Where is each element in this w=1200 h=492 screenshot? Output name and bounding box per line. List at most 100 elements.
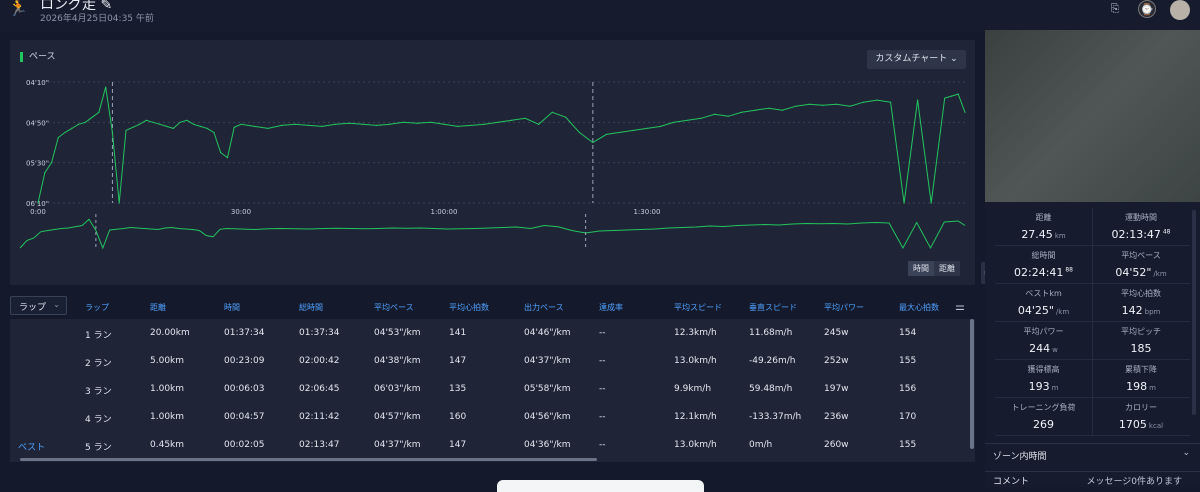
table-cell: 156 [899, 384, 917, 394]
pace-point [605, 133, 607, 136]
stat-value: 02:24:41 88 [1014, 266, 1073, 279]
table-row[interactable]: 3 ラン 1.00km 00:06:03 02:06:45 06'03"/km 135 05… [10, 375, 975, 403]
pace-point [179, 121, 181, 123]
pace-point [193, 123, 195, 125]
table-cell: 00:02:05 [224, 440, 265, 450]
activity-datetime: 2026年4月25日04:35 午前 [40, 14, 154, 24]
stat-cell: 平均心拍数 142 bpm [1092, 284, 1189, 321]
pace-point [125, 129, 127, 131]
y-tick-label: 05'30" [26, 160, 49, 168]
stat-value: 142 bpm [1121, 304, 1161, 317]
stat-label: 総時間 [1031, 251, 1056, 260]
pace-point [741, 111, 743, 113]
stats-row: ベストkm 04'25"/km 平均心拍数 142 bpm [995, 284, 1190, 322]
x-tick-label: 0:00 [30, 208, 46, 216]
pace-point [754, 109, 756, 111]
pace-point [470, 124, 472, 126]
vertical-scrollbar[interactable] [970, 319, 974, 449]
pace-point [267, 127, 269, 129]
y-tick-label: 04'50" [26, 119, 49, 127]
column-header[interactable]: 時間 [224, 303, 240, 312]
pace-point [957, 93, 959, 95]
table-cell: 00:23:09 [224, 356, 265, 366]
pace-point [152, 121, 154, 123]
lap-dropdown[interactable]: ラップ ⌄ [10, 296, 67, 315]
stats-row: 総時間 02:24:41 88 平均ペース 04'52"/km [995, 246, 1190, 284]
pace-chart-panel: ペース カスタムチャート ⌄ 04'10" 04'50" 05'30" 06'10" 0… [10, 40, 975, 285]
avatar[interactable] [1170, 0, 1190, 20]
stat-value: 185 [1130, 342, 1152, 355]
column-header[interactable]: 平均心拍数 [449, 303, 489, 312]
pace-point [727, 115, 729, 117]
map-preview[interactable] [985, 30, 1200, 202]
table-row[interactable]: 2 ラン 5.00km 00:23:09 02:00:42 04'38"/km 147 04… [10, 347, 975, 375]
pace-point [44, 172, 46, 174]
watch-icon[interactable]: ⌚ [1138, 0, 1156, 18]
table-row[interactable]: ベスト 5 ラン 0.45km 00:02:05 02:13:47 04'37"/km 14… [10, 431, 975, 459]
pace-point [795, 105, 797, 107]
table-cell: 04'57"/km [374, 412, 421, 422]
pace-point [524, 117, 526, 119]
table-cell: -- [599, 412, 606, 422]
stat-label: 運動時間 [1125, 213, 1157, 222]
column-header[interactable]: 距離 [150, 303, 166, 312]
column-header[interactable]: 平均ペース [374, 303, 414, 312]
stat-value: 02:13:47 48 [1111, 228, 1171, 241]
pace-point [321, 125, 323, 127]
column-header[interactable]: 出力ペース [524, 303, 564, 312]
chevron-down-icon: ⌄ [1182, 448, 1190, 458]
x-tick-label: 1:30:00 [633, 208, 660, 216]
table-row[interactable]: 1 ラン 20.00km 01:37:34 01:37:34 04'53"/km 141 0… [10, 319, 975, 347]
table-cell: 3 ラン [85, 387, 112, 397]
stat-cell: 平均ピッチ 185 [1092, 322, 1189, 359]
stat-label: 累積下降 [1125, 365, 1157, 374]
pace-point [849, 105, 851, 107]
column-header[interactable]: 達成率 [599, 303, 623, 312]
zone-time-section[interactable]: ゾーン内時間 ⌄ [985, 443, 1200, 465]
pace-point [37, 202, 39, 204]
column-header[interactable]: ラップ [85, 303, 109, 312]
pace-point [111, 131, 114, 134]
pace-point [768, 107, 770, 109]
pace-point [172, 127, 174, 129]
table-cell: 05'58"/km [524, 384, 571, 394]
column-header[interactable]: 垂直スピード [749, 303, 797, 312]
horizontal-scrollbar[interactable] [20, 458, 597, 461]
pace-point [686, 119, 689, 121]
right-panel-scrollbar[interactable] [1192, 210, 1196, 415]
stat-value: 269 [1033, 418, 1054, 431]
x-tick-label: 1:00:00 [430, 208, 457, 216]
table-row[interactable]: 4 ラン 1.00km 00:04:57 02:11:42 04'57"/km 160 04… [10, 403, 975, 431]
column-header[interactable]: 平均スピード [674, 303, 722, 312]
pace-point [77, 123, 80, 125]
comment-section[interactable]: コメント メッセージ0件あります [985, 471, 1200, 487]
settings-sliders-icon[interactable]: ⚌ [955, 300, 965, 313]
stat-label: 距離 [1035, 213, 1052, 222]
column-header[interactable]: 最大心拍数 [899, 303, 939, 312]
pace-point [876, 99, 878, 101]
y-tick-label: 04'10" [26, 79, 49, 87]
custom-chart-button[interactable]: カスタムチャート ⌄ [867, 50, 966, 69]
pace-point [348, 122, 350, 124]
stat-value: 04'25"/km [1017, 304, 1070, 317]
activity-title[interactable]: ロング走 ✎ [40, 0, 113, 13]
export-icon[interactable]: ⎘ [1110, 2, 1120, 15]
table-cell: 02:06:45 [299, 384, 340, 394]
pace-point [389, 123, 391, 125]
stats-grid: 距離 27.45 km 運動時間 02:13:47 48 総時間 02:24:41 88 平均… [995, 208, 1190, 436]
pace-line [37, 86, 966, 204]
stat-cell: ベストkm 04'25"/km [995, 284, 1092, 321]
pace-point [64, 131, 66, 134]
toggle-time[interactable]: 時間 [908, 261, 934, 276]
stats-row: 獲得標高 193 m 累積下降 198 m [995, 360, 1190, 398]
pace-chart[interactable]: 04'10" 04'50" 05'30" 06'10"0:00 30:00 1:00:00… [10, 40, 975, 285]
table-cell: 160 [449, 412, 467, 422]
table-cell: 245w [824, 328, 849, 338]
column-header[interactable]: 平均パワー [824, 303, 864, 312]
bottom-popup-tab[interactable] [497, 480, 704, 492]
column-header[interactable]: 総時間 [299, 303, 323, 312]
table-cell: 12.3km/h [674, 328, 717, 338]
toggle-distance[interactable]: 距離 [934, 261, 960, 276]
table-cell: 11.68m/h [749, 328, 793, 338]
table-cell: -- [599, 440, 606, 450]
